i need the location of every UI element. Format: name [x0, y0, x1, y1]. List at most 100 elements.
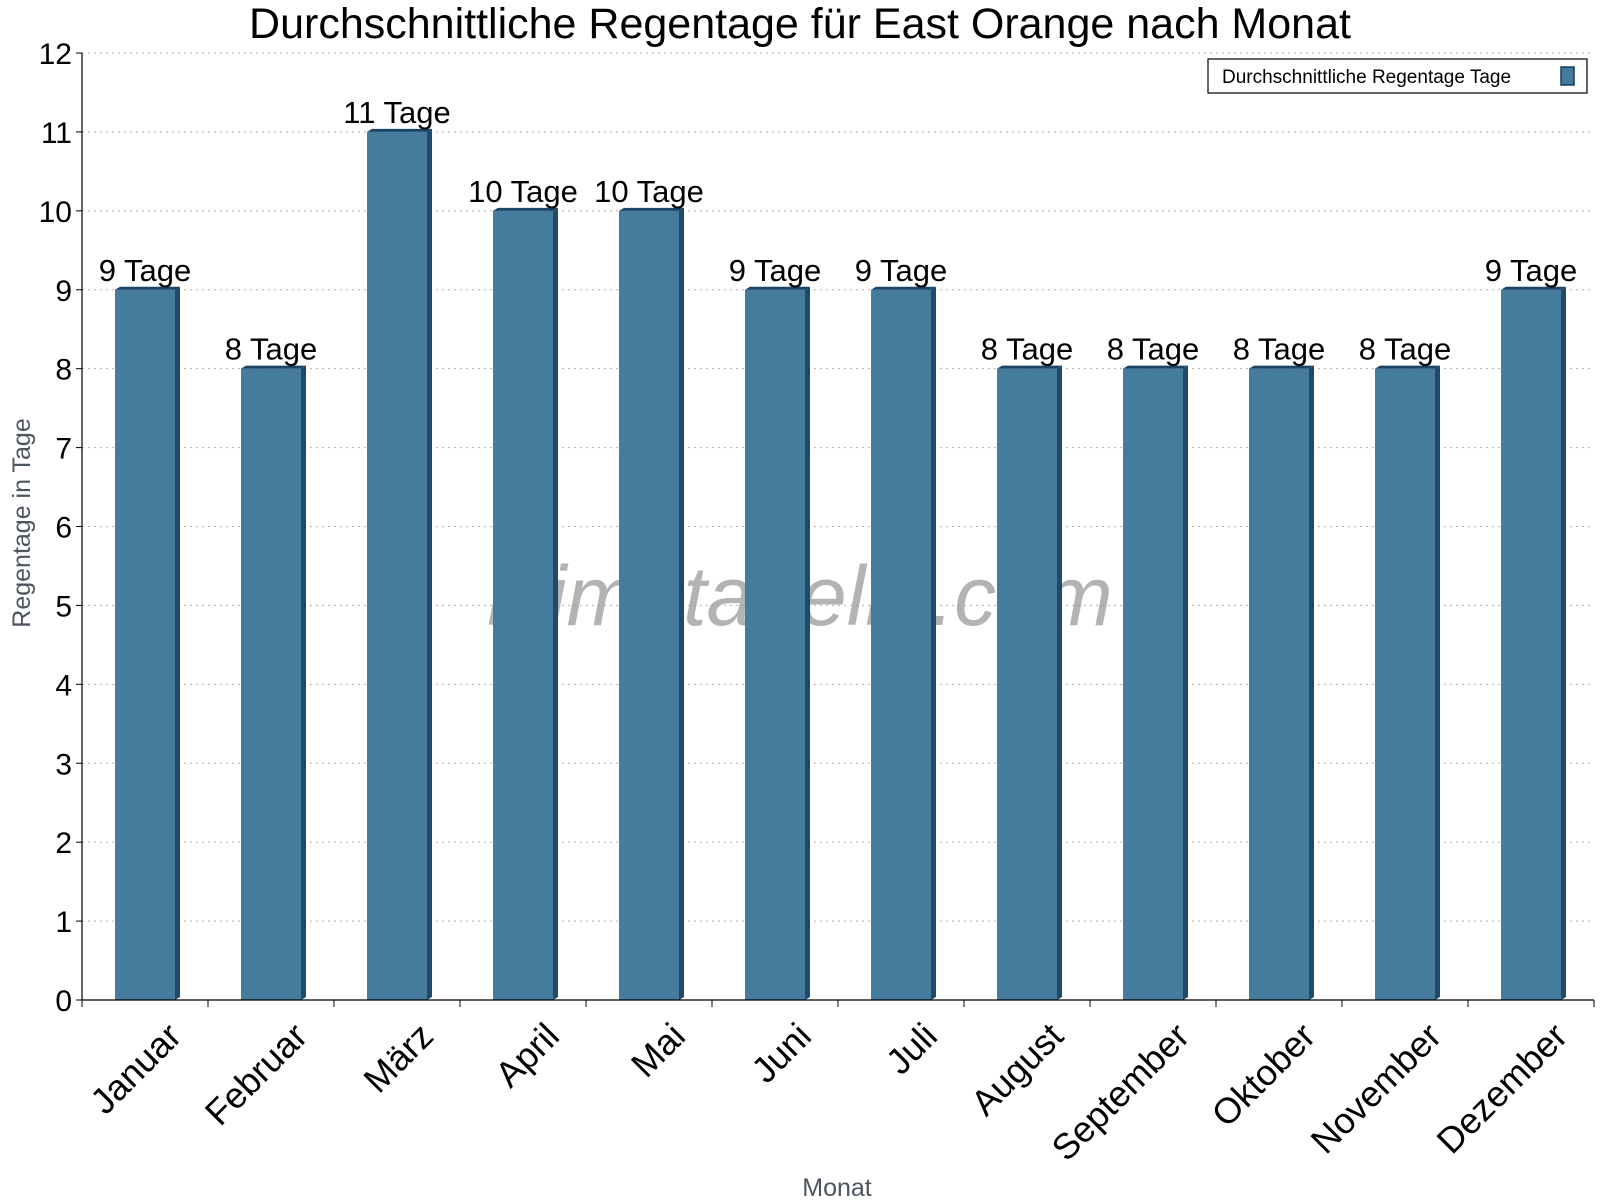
bar-11 [1375, 365, 1440, 1001]
bar-6 [745, 286, 810, 1000]
x-tick-label-1: Januar [82, 1015, 189, 1122]
bar-3 [367, 128, 432, 1000]
data-label-11: 8 Tage [1359, 332, 1452, 367]
bar-top [115, 286, 180, 290]
bar-2 [241, 365, 306, 1001]
bar-side [1435, 365, 1440, 1001]
bar-top [1501, 286, 1566, 290]
data-label-9: 8 Tage [1107, 332, 1200, 367]
bar-top [997, 365, 1062, 369]
data-label-5: 10 Tage [594, 174, 704, 209]
x-tick-label-8: August [963, 1015, 1071, 1123]
axes [76, 52, 1595, 1007]
legend-box [1207, 58, 1588, 94]
bar-side [1057, 365, 1062, 1001]
chart-title: Durchschnittliche Regentage für East Ora… [249, 0, 1351, 48]
bar-side [1309, 365, 1314, 1001]
bar-side [1183, 365, 1188, 1001]
y-tick-label-0: 0 [55, 985, 72, 1018]
bar-side [805, 286, 810, 1000]
data-label-4: 10 Tage [468, 174, 578, 209]
bar-4 [493, 207, 558, 1001]
bar-5 [619, 207, 684, 1001]
y-tick-label-3: 3 [55, 748, 72, 781]
y-tick-label-5: 5 [55, 590, 72, 623]
bar-face [997, 368, 1057, 1001]
y-tick-label-2: 2 [55, 827, 72, 860]
y-tick-label-1: 1 [55, 906, 72, 939]
bar-top [1249, 365, 1314, 369]
bar-face [871, 289, 931, 1000]
y-tick-label-8: 8 [55, 354, 72, 387]
bar-top [745, 286, 810, 290]
bar-top [493, 207, 558, 211]
x-tick-label-7: Juli [878, 1015, 945, 1082]
data-label-2: 8 Tage [225, 332, 318, 367]
y-tick-label-6: 6 [55, 512, 72, 545]
x-tick-label-9: September [1043, 1015, 1197, 1169]
x-tick-label-6: Juni [743, 1015, 819, 1091]
data-labels: 9 Tage 8 Tage 11 Tage 10 Tage 10 Tage 9 Tage 9… [99, 95, 1578, 367]
data-label-8: 8 Tage [981, 332, 1074, 367]
y-tick-label-11: 11 [41, 117, 72, 150]
x-tick-label-10: Oktober [1203, 1015, 1323, 1135]
bar-face [1501, 289, 1561, 1000]
x-tick-label-3: März [355, 1015, 441, 1101]
data-label-7: 9 Tage [855, 253, 948, 288]
bar-face [1375, 368, 1435, 1001]
bar-face [241, 368, 301, 1001]
bar-side [427, 128, 432, 1000]
bar-side [301, 365, 306, 1001]
y-tick-label-7: 7 [55, 433, 72, 466]
bar-side [175, 286, 180, 1000]
bar-12 [1501, 286, 1566, 1000]
bar-face [367, 131, 427, 1000]
y-axis-label: Regentage in Tage [8, 418, 36, 627]
bar-face [1249, 368, 1309, 1001]
bar-face [619, 210, 679, 1001]
x-tick-label-12: Dezember [1429, 1015, 1575, 1161]
bar-side [931, 286, 936, 1000]
bar-9 [1123, 365, 1188, 1001]
bar-face [745, 289, 805, 1000]
data-label-12: 9 Tage [1485, 253, 1578, 288]
bar-1 [115, 286, 180, 1000]
grid-lines [82, 52, 1594, 922]
bar-face [1123, 368, 1183, 1001]
x-tick-label-11: November [1303, 1015, 1449, 1161]
data-label-10: 8 Tage [1233, 332, 1326, 367]
bar-top [871, 286, 936, 290]
bar-7 [871, 286, 936, 1000]
bar-side [679, 207, 684, 1001]
y-tick-label-9: 9 [55, 275, 72, 308]
bar-side [553, 207, 558, 1001]
data-label-1: 9 Tage [99, 253, 192, 288]
x-tick-labels: Januar Februar März April Mai Juni Juli AugustS… [82, 1015, 1575, 1169]
x-tick-label-5: Mai [623, 1015, 693, 1085]
bar-face [115, 289, 175, 1000]
bar-top [367, 128, 432, 132]
bar-top [241, 365, 306, 369]
legend-swatch [1560, 66, 1575, 86]
bar-10 [1249, 365, 1314, 1001]
data-label-6: 9 Tage [729, 253, 822, 288]
y-tick-label-4: 4 [55, 669, 72, 702]
bar-8 [997, 365, 1062, 1001]
y-tick-label-12: 12 [39, 38, 72, 71]
bar-top [1123, 365, 1188, 369]
x-tick-label-4: April [487, 1015, 567, 1095]
bar-side [1561, 286, 1566, 1000]
bar-top [1375, 365, 1440, 369]
y-tick-label-10: 10 [39, 196, 72, 229]
bars [115, 128, 1566, 1001]
x-tick-label-2: Februar [197, 1015, 315, 1133]
legend-entry-label: Durchschnittliche Regentage Tage [1222, 67, 1511, 88]
legend: Durchschnittliche Regentage Tage [1207, 58, 1588, 94]
bar-face [493, 210, 553, 1001]
bar-top [619, 207, 684, 211]
data-label-3: 11 Tage [343, 95, 450, 130]
x-axis-label: Monat [802, 1174, 872, 1200]
